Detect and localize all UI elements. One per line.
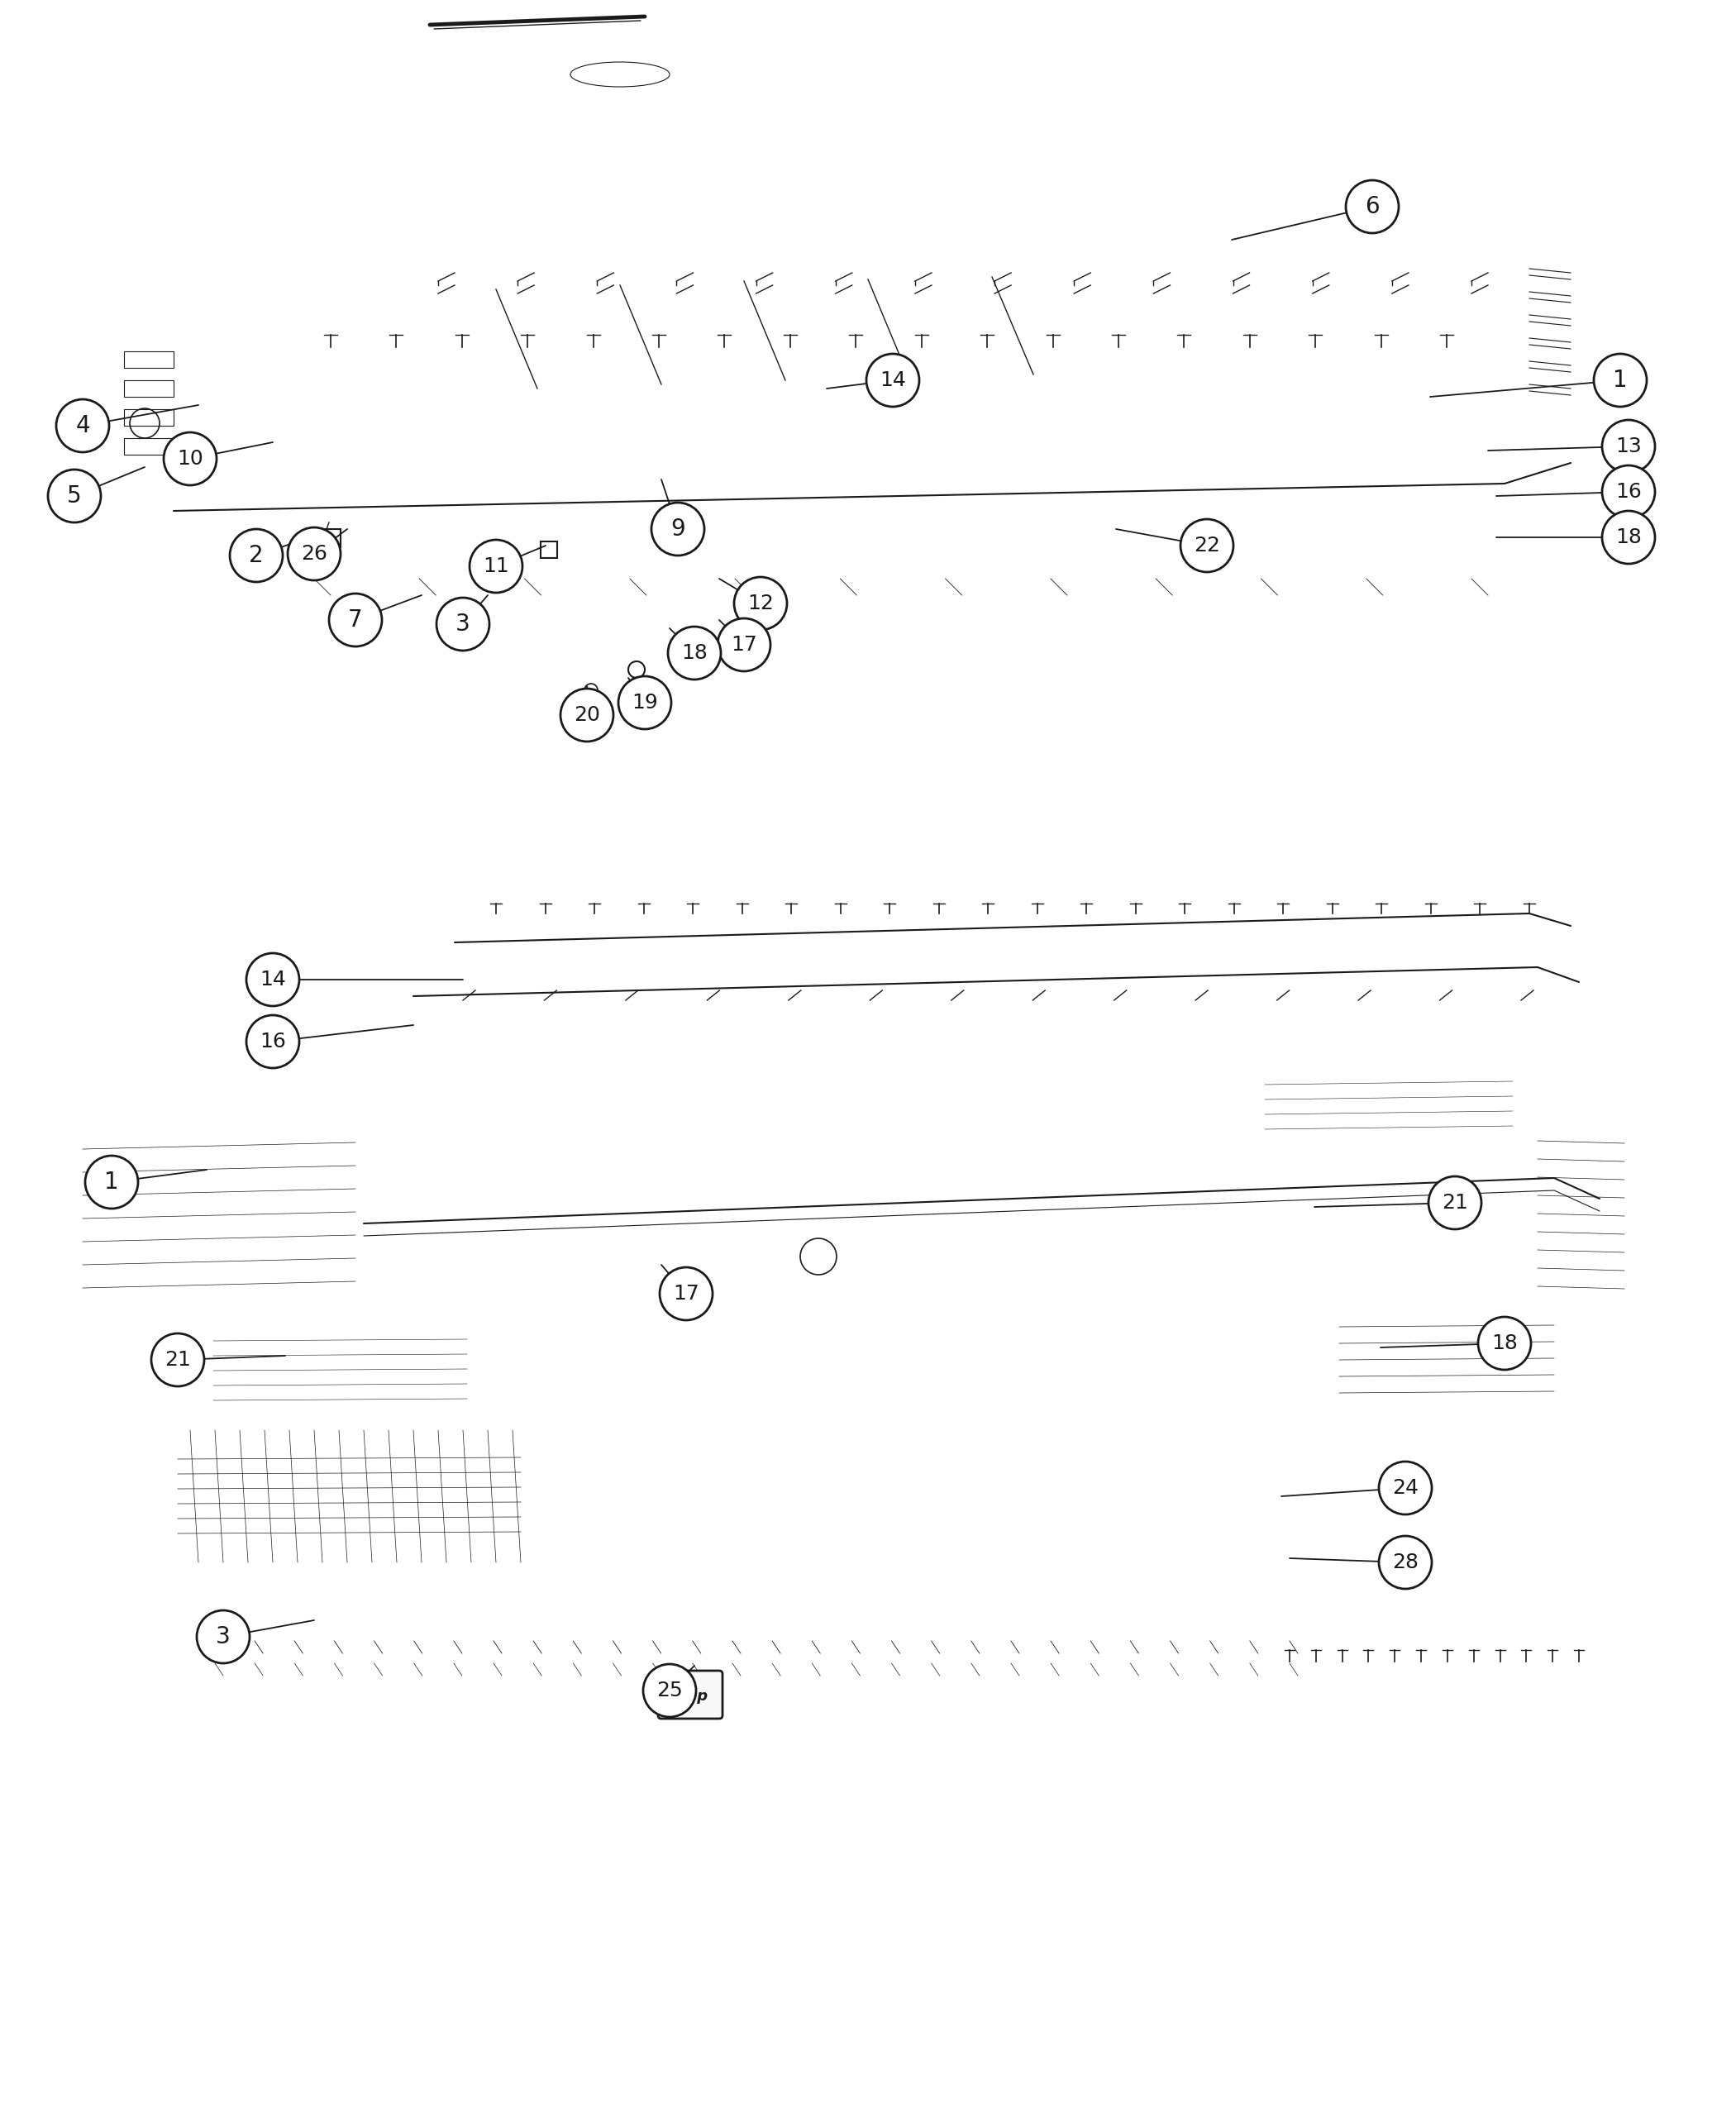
Text: 11: 11 bbox=[483, 557, 509, 575]
Circle shape bbox=[1180, 519, 1233, 571]
Text: 7: 7 bbox=[349, 609, 363, 632]
Text: 24: 24 bbox=[1392, 1478, 1418, 1499]
Circle shape bbox=[866, 354, 920, 407]
Text: 16: 16 bbox=[260, 1031, 286, 1052]
Circle shape bbox=[660, 1267, 712, 1320]
Text: 2: 2 bbox=[248, 544, 264, 567]
Circle shape bbox=[1477, 1318, 1531, 1370]
Text: 1: 1 bbox=[104, 1170, 118, 1193]
Circle shape bbox=[651, 502, 705, 557]
Circle shape bbox=[1602, 419, 1654, 472]
Circle shape bbox=[85, 1155, 139, 1208]
Text: 9: 9 bbox=[670, 516, 686, 540]
Text: 1: 1 bbox=[1613, 369, 1628, 392]
Circle shape bbox=[196, 1611, 250, 1663]
Text: 18: 18 bbox=[1491, 1334, 1517, 1353]
Circle shape bbox=[1378, 1461, 1432, 1514]
Text: 10: 10 bbox=[177, 449, 203, 468]
Circle shape bbox=[1602, 466, 1654, 519]
Circle shape bbox=[163, 432, 217, 485]
Text: 28: 28 bbox=[1392, 1551, 1418, 1573]
Circle shape bbox=[561, 689, 613, 742]
Circle shape bbox=[288, 527, 340, 580]
Text: 21: 21 bbox=[165, 1349, 191, 1370]
Text: 17: 17 bbox=[674, 1284, 700, 1303]
Circle shape bbox=[1602, 510, 1654, 563]
Circle shape bbox=[717, 618, 771, 670]
Text: 13: 13 bbox=[1616, 436, 1642, 455]
Text: 17: 17 bbox=[731, 635, 757, 656]
Text: 19: 19 bbox=[632, 694, 658, 713]
Text: 18: 18 bbox=[681, 643, 708, 664]
Text: 16: 16 bbox=[1616, 483, 1642, 502]
Text: 3: 3 bbox=[455, 613, 470, 637]
Text: 20: 20 bbox=[575, 706, 601, 725]
Circle shape bbox=[642, 1663, 696, 1718]
Circle shape bbox=[247, 953, 299, 1006]
Text: 26: 26 bbox=[300, 544, 328, 563]
Text: 3: 3 bbox=[215, 1625, 231, 1648]
Circle shape bbox=[469, 540, 523, 592]
Circle shape bbox=[330, 594, 382, 647]
Circle shape bbox=[734, 578, 786, 630]
Circle shape bbox=[1429, 1176, 1481, 1229]
Circle shape bbox=[229, 529, 283, 582]
Circle shape bbox=[247, 1016, 299, 1069]
Circle shape bbox=[668, 626, 720, 679]
FancyBboxPatch shape bbox=[658, 1672, 722, 1718]
Text: 12: 12 bbox=[748, 594, 774, 613]
Circle shape bbox=[49, 470, 101, 523]
Text: 5: 5 bbox=[68, 485, 82, 508]
Text: 21: 21 bbox=[1443, 1193, 1469, 1212]
Text: 4: 4 bbox=[75, 413, 90, 436]
Circle shape bbox=[1345, 179, 1399, 234]
Text: 18: 18 bbox=[1616, 527, 1642, 548]
Text: 25: 25 bbox=[656, 1680, 682, 1701]
Circle shape bbox=[56, 398, 109, 453]
Text: 14: 14 bbox=[260, 970, 286, 989]
Text: 14: 14 bbox=[880, 371, 906, 390]
Text: 6: 6 bbox=[1364, 196, 1380, 219]
Circle shape bbox=[151, 1334, 205, 1387]
Circle shape bbox=[1378, 1537, 1432, 1589]
Text: Jeep: Jeep bbox=[672, 1689, 708, 1703]
Circle shape bbox=[436, 599, 490, 651]
Circle shape bbox=[618, 677, 672, 729]
Circle shape bbox=[1594, 354, 1647, 407]
Text: 22: 22 bbox=[1194, 535, 1220, 557]
